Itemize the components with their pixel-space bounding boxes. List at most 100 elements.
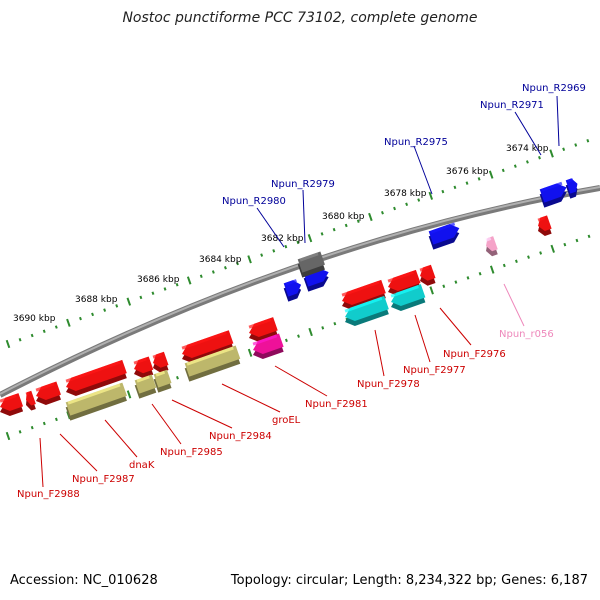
outer-ruler-minor-tick bbox=[79, 316, 82, 321]
outer-ruler-minor-tick bbox=[332, 227, 336, 232]
outer-ruler-minor-tick bbox=[320, 232, 324, 236]
outer-ruler-minor-tick bbox=[453, 185, 457, 190]
label-npun-f2987: Npun_F2987 bbox=[72, 474, 135, 485]
outer-ruler-minor-tick bbox=[54, 325, 58, 329]
tick-label-3688: 3688 kbp bbox=[75, 295, 118, 305]
inner-ruler-minor-tick bbox=[466, 276, 470, 280]
genome-summary-text: Topology: circular; Length: 8,234,322 bp… bbox=[230, 573, 588, 588]
gene-npun-r2969-b bbox=[565, 178, 578, 199]
outer-ruler-minor-tick bbox=[501, 168, 505, 173]
tick-label-3676: 3676 kbp bbox=[446, 167, 489, 177]
gene-npun-f2978 bbox=[344, 295, 389, 326]
gene-gray-feature bbox=[297, 251, 325, 278]
outer-ruler-minor-tick bbox=[562, 147, 566, 151]
gene-npun-f2984 bbox=[181, 330, 234, 363]
outer-ruler-minor-tick bbox=[296, 240, 300, 245]
label-npun-f2978: Npun_F2978 bbox=[357, 379, 420, 390]
outer-ruler-minor-tick bbox=[381, 210, 384, 215]
outer-ruler-minor-tick bbox=[42, 329, 46, 334]
gene-olive-a bbox=[65, 382, 127, 421]
inner-ruler-minor-tick bbox=[333, 321, 337, 326]
leader-npun-f2976 bbox=[439, 307, 472, 346]
outer-ruler-major-tick bbox=[488, 170, 494, 179]
label-npun-r2980: Npun_R2980 bbox=[222, 196, 286, 207]
leader-npun-f2987 bbox=[59, 433, 98, 472]
outer-ruler-major-tick bbox=[126, 297, 132, 306]
tick-label-3674: 3674 kbp bbox=[506, 144, 549, 154]
outer-ruler-major-tick bbox=[5, 339, 11, 349]
inner-ruler-minor-tick bbox=[502, 263, 506, 268]
leader-npun-f2981 bbox=[274, 365, 328, 397]
outer-ruler-minor-tick bbox=[538, 155, 541, 160]
gene-olive-b bbox=[134, 374, 157, 399]
gene-npun-r2980 bbox=[283, 279, 302, 302]
gene-groel bbox=[184, 345, 241, 382]
leader-npun-r2971 bbox=[514, 111, 542, 156]
inner-ruler-minor-tick bbox=[587, 234, 591, 239]
outer-ruler-minor-tick bbox=[417, 198, 421, 202]
outer-ruler-minor-tick bbox=[223, 266, 227, 270]
tick-label-3678: 3678 kbp bbox=[384, 189, 427, 199]
outer-ruler-minor-tick bbox=[211, 270, 215, 274]
outer-ruler-minor-tick bbox=[393, 206, 396, 211]
outer-ruler-minor-tick bbox=[356, 219, 360, 223]
outer-ruler-major-tick bbox=[368, 212, 373, 222]
outer-ruler-major-tick bbox=[549, 149, 554, 158]
gene-npun-r056 bbox=[485, 236, 498, 257]
ruler-tick-labels: 3674 kbp 3676 kbp 3678 kbp 3680 kbp 3682… bbox=[13, 144, 549, 324]
tick-label-3680: 3680 kbp bbox=[322, 212, 365, 222]
gene-npun-f2985 bbox=[133, 356, 154, 379]
inner-ruler-minor-tick bbox=[514, 259, 518, 264]
leader-npun-f2985 bbox=[151, 403, 182, 445]
gene-npun-r2969 bbox=[539, 181, 567, 208]
gene-npun-f2987 bbox=[35, 381, 61, 405]
outer-ruler-minor-tick bbox=[163, 287, 167, 291]
tick-label-3682: 3682 kbp bbox=[261, 234, 304, 244]
tick-label-3690: 3690 kbp bbox=[13, 314, 56, 324]
leader-npun-r056 bbox=[503, 283, 525, 327]
outer-ruler-minor-tick bbox=[284, 244, 288, 249]
outer-ruler-minor-tick bbox=[477, 177, 481, 181]
leader-npun-f2977 bbox=[414, 314, 431, 363]
gene-small-red-a bbox=[25, 390, 36, 411]
inner-ruler-minor-tick bbox=[442, 284, 446, 288]
outer-ruler-minor-tick bbox=[441, 189, 445, 194]
label-npun-f2981: Npun_F2981 bbox=[305, 399, 368, 410]
outer-ruler-minor-tick bbox=[272, 249, 276, 253]
gene-features bbox=[0, 178, 578, 421]
label-npun-r2975: Npun_R2975 bbox=[384, 137, 448, 148]
inner-ruler-minor-tick bbox=[563, 242, 567, 247]
label-npun-f2984: Npun_F2984 bbox=[209, 431, 272, 442]
outer-ruler-minor-tick bbox=[91, 312, 94, 317]
outer-ruler-minor-tick bbox=[260, 253, 264, 257]
outer-ruler-minor-tick bbox=[151, 291, 155, 295]
inner-ruler-minor-tick bbox=[321, 326, 325, 330]
inner-ruler-major-tick bbox=[429, 286, 434, 295]
outer-ruler-minor-tick bbox=[344, 223, 348, 228]
label-npun-r056: Npun_r056 bbox=[499, 329, 554, 340]
inner-ruler-minor-tick bbox=[575, 238, 579, 243]
leader-npun-f2988 bbox=[39, 437, 44, 488]
inner-ruler-minor-tick bbox=[30, 425, 34, 430]
gene-npun-r2975 bbox=[428, 222, 460, 250]
label-npun-f2988: Npun_F2988 bbox=[17, 489, 80, 500]
outer-ruler-major-tick bbox=[186, 276, 192, 285]
inner-ruler-minor-tick bbox=[478, 272, 482, 276]
inner-ruler-major-tick bbox=[489, 265, 495, 274]
label-npun-r2969: Npun_R2969 bbox=[522, 83, 586, 94]
label-npun-f2976: Npun_F2976 bbox=[443, 349, 506, 360]
outer-ruler-major-tick bbox=[428, 191, 434, 200]
gene-red-small-right bbox=[537, 215, 552, 237]
inner-ruler-major-tick bbox=[550, 244, 555, 253]
outer-ruler-minor-tick bbox=[30, 333, 34, 338]
gene-npun-f2977 bbox=[390, 284, 426, 311]
outer-ruler-major-tick bbox=[307, 234, 313, 243]
leader-npun-r2980 bbox=[256, 207, 285, 248]
outer-ruler-major-tick bbox=[66, 318, 71, 327]
inner-ruler-minor-tick bbox=[18, 430, 22, 434]
inner-ruler-major-tick bbox=[5, 431, 11, 441]
tick-label-3684: 3684 kbp bbox=[199, 255, 242, 265]
gene-labels: Npun_R2969 Npun_R2971 Npun_R2975 Npun_R2… bbox=[17, 83, 586, 500]
inner-ruler-minor-tick bbox=[454, 280, 458, 284]
outer-ruler-minor-tick bbox=[18, 338, 22, 342]
